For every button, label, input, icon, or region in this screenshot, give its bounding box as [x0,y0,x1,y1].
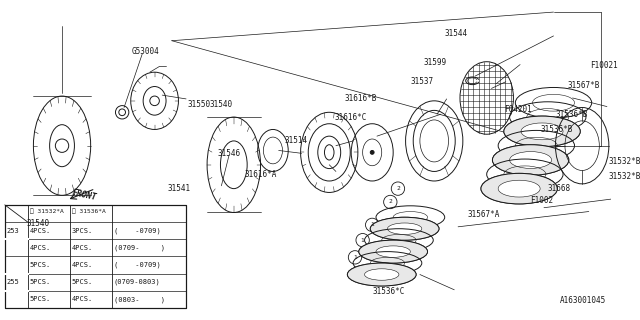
Text: 4PCS.: 4PCS. [29,228,51,234]
Ellipse shape [371,217,439,240]
Text: 1: 1 [353,255,357,260]
Text: 253: 253 [6,228,19,234]
Ellipse shape [521,123,563,140]
Text: 31616*A: 31616*A [244,170,276,179]
Ellipse shape [387,223,422,235]
Text: 31540: 31540 [27,220,50,228]
Text: (    -0709): ( -0709) [113,262,160,268]
Text: 31536*B: 31536*B [540,125,573,134]
Text: 31532*B: 31532*B [609,172,640,181]
Text: 31536*B: 31536*B [556,110,588,119]
Text: 31668: 31668 [548,184,571,193]
Text: 255: 255 [6,279,19,285]
Text: (0709-0803): (0709-0803) [113,279,160,285]
Text: 31550: 31550 [187,100,210,109]
Text: 2: 2 [396,186,400,191]
Text: 31540: 31540 [210,100,233,109]
Text: 31567*B: 31567*B [568,81,600,90]
Text: 31546: 31546 [218,149,241,158]
Text: 31541: 31541 [168,184,191,193]
Ellipse shape [498,180,540,197]
Text: 5PCS.: 5PCS. [29,279,51,285]
Bar [4,205,186,308]
Text: 1: 1 [371,222,374,228]
Text: FRONT: FRONT [72,188,98,202]
Ellipse shape [509,152,552,168]
Text: 31532*B: 31532*B [609,157,640,166]
Text: A163001045: A163001045 [560,296,606,305]
Text: 31544: 31544 [445,28,468,37]
Text: 31599: 31599 [424,58,447,67]
Text: 4PCS.: 4PCS. [72,296,93,302]
Text: 4PCS.: 4PCS. [72,262,93,268]
Text: F1002: F1002 [531,196,554,204]
Text: (    -0709): ( -0709) [113,228,160,234]
Text: ② 31536*A: ② 31536*A [72,209,106,214]
Text: 5PCS.: 5PCS. [29,296,51,302]
Ellipse shape [481,173,557,204]
Text: F10021: F10021 [590,61,618,70]
Text: (0803-     ): (0803- ) [113,296,164,303]
Text: 31616*B: 31616*B [344,94,377,103]
Text: 31514: 31514 [284,136,307,145]
Ellipse shape [365,269,399,280]
Circle shape [371,150,374,154]
Text: 2: 2 [388,199,392,204]
Text: 31567*A: 31567*A [468,210,500,219]
Ellipse shape [359,240,428,263]
Ellipse shape [504,116,580,147]
Ellipse shape [376,246,410,257]
Ellipse shape [348,263,416,286]
Text: 5PCS.: 5PCS. [72,279,93,285]
Ellipse shape [492,145,569,175]
Text: 3PCS.: 3PCS. [72,228,93,234]
Bar [4,205,186,308]
Text: 4PCS.: 4PCS. [72,245,93,251]
Text: 31616*C: 31616*C [334,113,367,122]
Text: G53004: G53004 [131,47,159,56]
Text: 5PCS.: 5PCS. [29,262,51,268]
Text: (0709-     ): (0709- ) [113,244,164,251]
Text: 31537: 31537 [410,77,433,86]
Text: ① 31532*A: ① 31532*A [29,209,63,214]
Text: 1: 1 [361,238,365,243]
Text: 31536*C: 31536*C [372,287,404,296]
Text: 4PCS.: 4PCS. [29,245,51,251]
Text: F04201: F04201 [504,105,532,114]
